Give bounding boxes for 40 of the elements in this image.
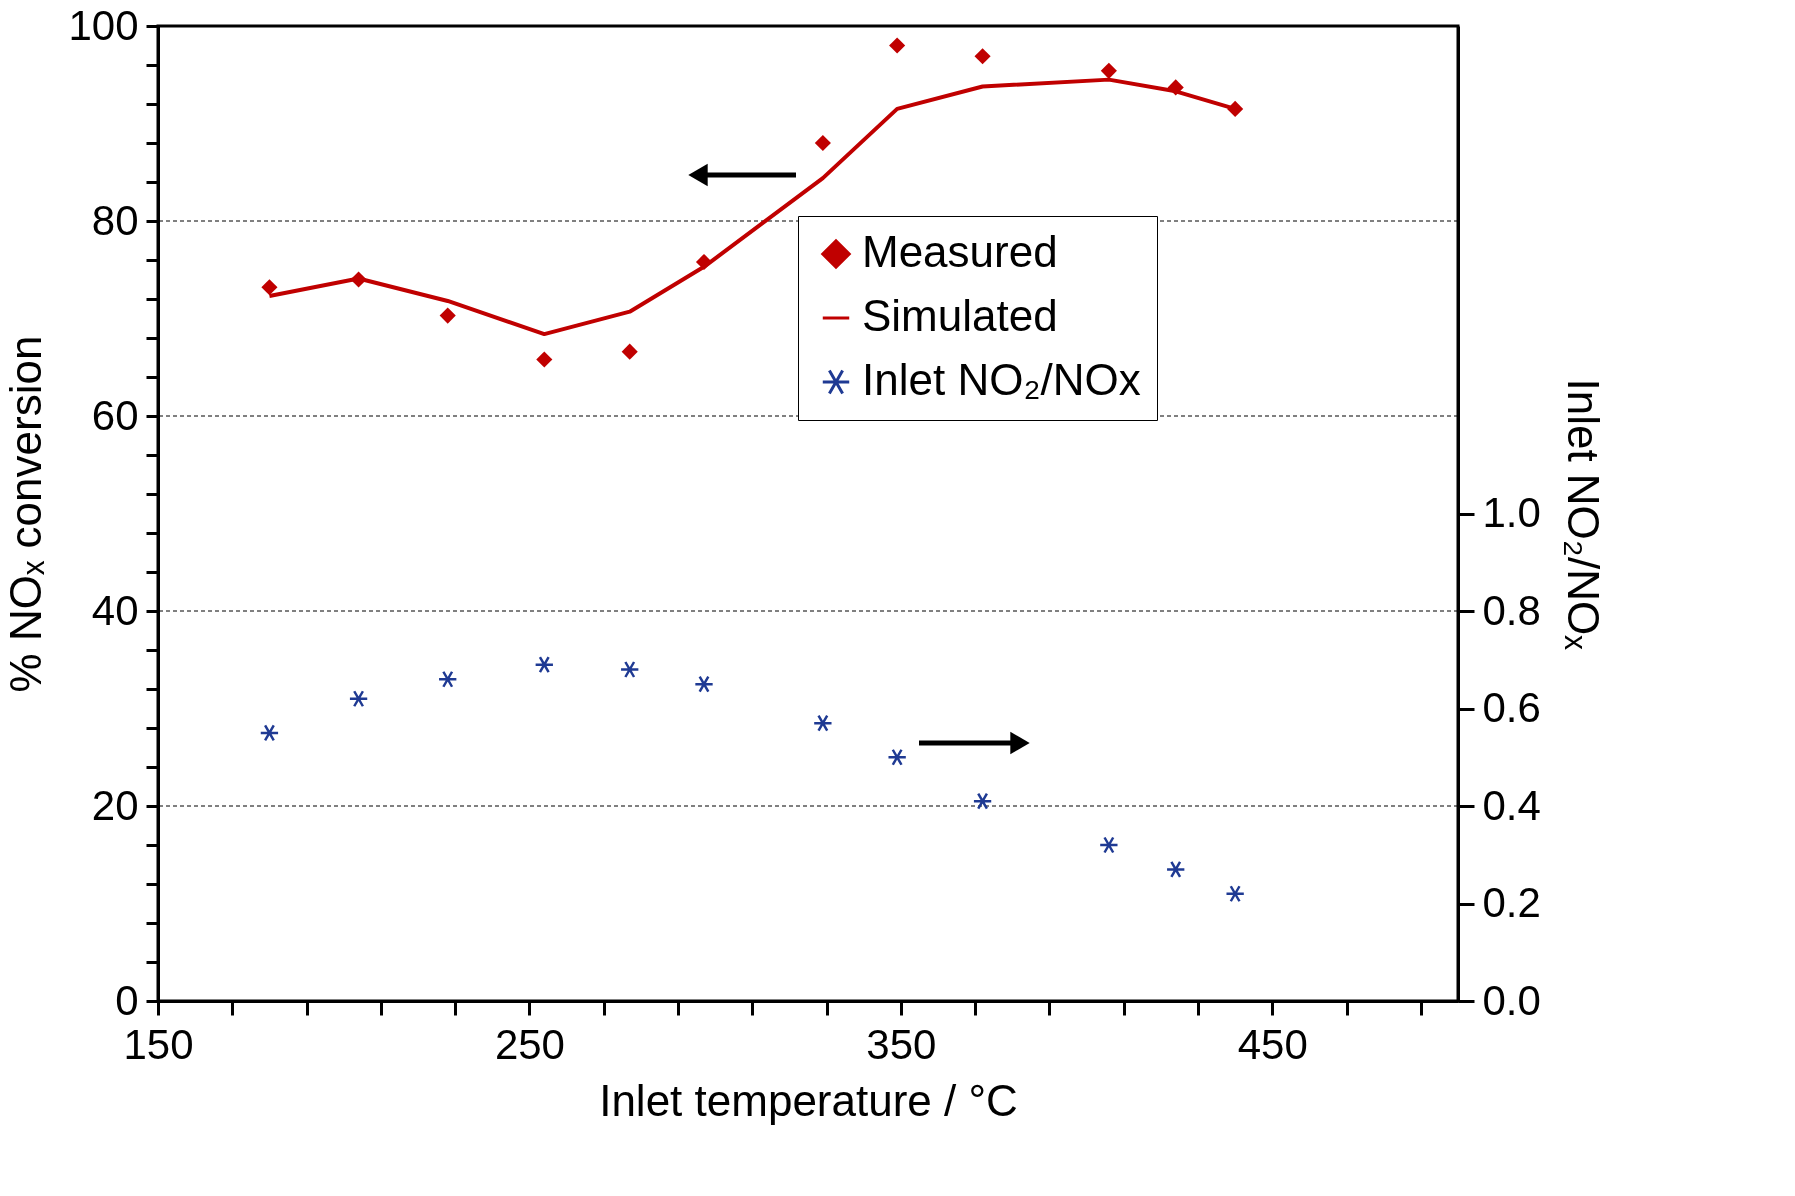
y-tick-label: 20 bbox=[91, 781, 139, 829]
y2-tick-label: 0.6 bbox=[1482, 684, 1541, 731]
point bbox=[261, 279, 278, 296]
legend-label: Inlet NO₂/NOx bbox=[862, 355, 1141, 404]
x-tick-label: 450 bbox=[1237, 1020, 1308, 1068]
point bbox=[814, 134, 831, 152]
point bbox=[1225, 885, 1246, 903]
y-tick-label: 60 bbox=[91, 391, 139, 439]
point bbox=[1165, 860, 1186, 879]
y-tick-label: 80 bbox=[91, 196, 139, 244]
point bbox=[437, 670, 458, 688]
point bbox=[974, 48, 991, 65]
point bbox=[621, 343, 638, 360]
point bbox=[534, 655, 555, 674]
y2-tick-label: 0.4 bbox=[1482, 781, 1541, 829]
point bbox=[694, 675, 714, 693]
y2-tick-label: 0.8 bbox=[1482, 586, 1541, 634]
point bbox=[619, 660, 640, 679]
y2-axis-title: Inlet NO₂/NOₓ bbox=[1558, 378, 1608, 651]
y2-tick-label: 1.0 bbox=[1482, 489, 1541, 536]
point bbox=[348, 690, 369, 708]
y2-tick-label: 0.0 bbox=[1482, 976, 1541, 1024]
y2-tick-label: 0.2 bbox=[1482, 879, 1541, 926]
x-tick-label: 250 bbox=[494, 1020, 565, 1068]
point bbox=[887, 748, 908, 766]
point bbox=[259, 724, 280, 742]
point bbox=[536, 351, 553, 368]
y-tick-label: 40 bbox=[91, 586, 139, 634]
point bbox=[1100, 62, 1117, 79]
y-axis-title: % NOₓ conversion bbox=[1, 335, 51, 693]
point bbox=[1098, 836, 1119, 854]
x-tick-label: 350 bbox=[866, 1020, 937, 1068]
point bbox=[439, 307, 456, 324]
point bbox=[812, 714, 833, 732]
x-axis-title: Inlet temperature / °C bbox=[599, 1075, 1018, 1125]
legend-label: Measured bbox=[862, 227, 1058, 276]
point bbox=[972, 792, 993, 810]
y-tick-label: 100 bbox=[68, 1, 139, 49]
point bbox=[889, 37, 906, 54]
legend-label: Simulated bbox=[862, 291, 1058, 340]
